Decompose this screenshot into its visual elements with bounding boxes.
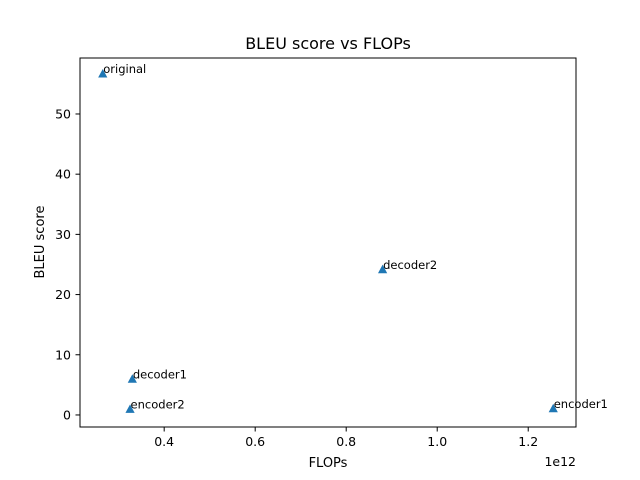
data-point-decoder2-label: decoder2 [383, 258, 437, 272]
y-tick-label: 10 [55, 347, 71, 362]
y-axis-ticks: 0 10 20 30 40 50 [55, 106, 80, 422]
data-point-decoder1-marker [127, 374, 137, 383]
data-point-decoder1-label: decoder1 [133, 367, 187, 381]
x-tick-label: 1.2 [518, 434, 538, 449]
data-point-encoder2-marker [125, 404, 135, 413]
data-point-encoder1-marker [548, 403, 558, 413]
data-point-encoder2-label: encoder2 [131, 397, 185, 411]
y-axis-label: BLEU score [33, 206, 48, 279]
y-tick-label: 40 [55, 167, 71, 182]
x-tick-label: 1.0 [427, 434, 447, 449]
y-tick-label: 20 [55, 287, 71, 302]
x-axis-offset-label: 1e12 [544, 454, 576, 469]
data-point-original-marker [98, 69, 108, 78]
data-point-original-label: original [103, 62, 146, 76]
data-points: original decoder2 decoder1 encoder2 encoder1 [98, 62, 608, 413]
x-axis-ticks: 0.4 0.6 0.8 1.0 1.2 [154, 427, 538, 449]
plot-area [79, 57, 577, 428]
x-tick-label: 0.8 [336, 434, 356, 449]
data-point-encoder1-label: encoder1 [554, 397, 608, 411]
x-tick-label: 0.6 [245, 434, 265, 449]
chart-title: BLEU score vs FLOPs [245, 34, 411, 53]
data-point-decoder2-marker [378, 264, 388, 274]
x-axis-label: FLOPs [309, 456, 348, 471]
y-tick-label: 50 [55, 106, 71, 121]
y-tick-label: 30 [55, 227, 71, 242]
x-tick-label: 0.4 [154, 434, 174, 449]
y-tick-label: 0 [63, 407, 71, 422]
